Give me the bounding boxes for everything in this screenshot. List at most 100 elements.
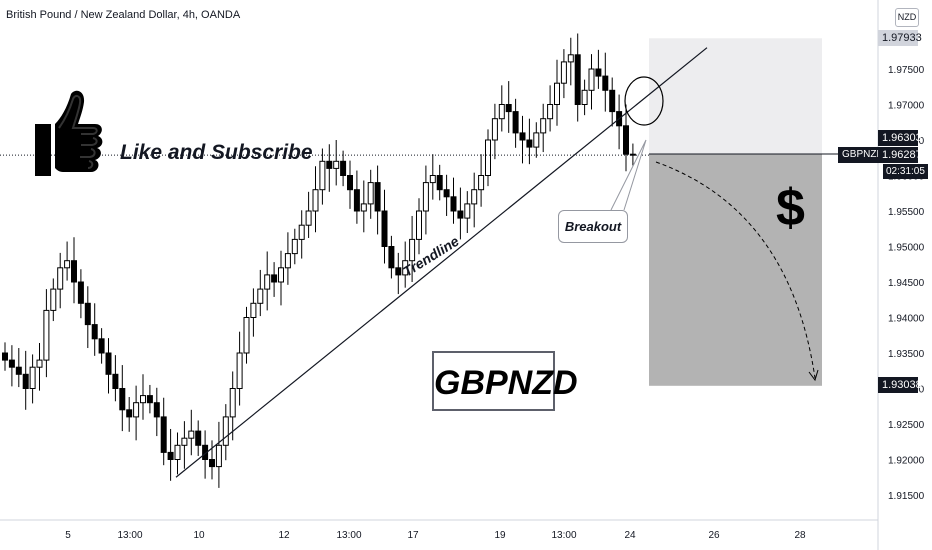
price-tick-label: 1.94500 — [888, 278, 925, 289]
candle-up — [291, 238, 298, 255]
price-tick-label: 1.92000 — [888, 456, 925, 467]
candle-down — [595, 68, 602, 77]
bar-countdown: 02:31:05 — [883, 164, 928, 179]
candle-down — [2, 352, 8, 361]
time-tick-label: 10 — [193, 530, 205, 541]
candle-down — [119, 388, 126, 411]
like-subscribe-text: Like and Subscribe — [120, 141, 313, 164]
candle-up — [250, 302, 257, 318]
candle-up — [243, 317, 250, 354]
candle-up — [485, 139, 491, 176]
target-zones — [649, 38, 822, 386]
candle-down — [146, 395, 153, 404]
candle-up — [540, 118, 547, 134]
time-tick-label: 17 — [407, 530, 419, 541]
candle-up — [222, 416, 229, 446]
candle-up — [64, 260, 71, 269]
candle-up — [181, 437, 188, 446]
candle-down — [388, 246, 395, 269]
candle-up — [278, 267, 284, 283]
candle-up — [567, 54, 574, 63]
candle-up — [491, 118, 498, 141]
thumbs-up-icon — [35, 90, 103, 176]
symbol-tag: GBPNZD — [838, 147, 888, 163]
candle-down — [395, 267, 402, 276]
target-top-price-tag: 1.97933 — [878, 30, 922, 46]
candle-down — [77, 281, 84, 304]
candle-up — [560, 61, 567, 84]
candle-up — [333, 160, 340, 169]
candle-up — [367, 182, 374, 205]
candle-down — [91, 324, 98, 340]
candle-down — [512, 111, 519, 134]
candle-down — [326, 160, 333, 169]
candle-up — [43, 309, 50, 361]
candle-down — [353, 189, 360, 212]
candle-up — [402, 260, 409, 276]
dollar-sign: $ — [776, 179, 805, 237]
candle-down — [167, 451, 174, 460]
time-tick-label: 5 — [65, 530, 71, 541]
candle-down — [340, 160, 347, 177]
candle-down — [22, 373, 29, 389]
candle-up — [471, 189, 478, 205]
candle-down — [505, 104, 512, 113]
price-tick-label: 1.93500 — [888, 349, 925, 360]
candle-down — [8, 359, 15, 368]
candle-down — [98, 338, 105, 354]
candle-up — [305, 210, 312, 226]
time-tick-label: 28 — [794, 530, 806, 541]
candle-down — [450, 196, 457, 212]
candle-down — [347, 175, 353, 191]
candle-down — [602, 75, 609, 91]
candle-up — [133, 402, 140, 418]
candle-down — [15, 366, 22, 375]
candle-up — [416, 210, 422, 240]
candle-up — [312, 189, 319, 212]
candle-down — [519, 132, 526, 141]
candle-down — [105, 352, 112, 375]
candle-down — [209, 459, 215, 468]
projection-arrow — [655, 161, 816, 379]
candle-up — [533, 132, 540, 148]
candle-down — [153, 402, 160, 418]
candle-up — [284, 253, 291, 269]
time-tick-label: 13:00 — [551, 530, 576, 541]
price-tick-label: 1.97500 — [888, 65, 925, 76]
candle-up — [498, 104, 505, 120]
candle-down — [629, 153, 636, 156]
candle-up — [215, 444, 222, 468]
candle-down — [457, 210, 464, 219]
candle-up — [547, 104, 554, 120]
candle-down — [195, 430, 202, 446]
breakout-callout[interactable]: Breakout — [558, 210, 628, 243]
time-tick-label: 24 — [624, 530, 636, 541]
price-tick-label: 1.91500 — [888, 491, 925, 502]
candle-down — [574, 54, 581, 105]
candle-up — [229, 388, 236, 418]
chart-title: British Pound / New Zealand Dollar, 4h, … — [6, 9, 241, 21]
candle-up — [464, 203, 471, 219]
candle-up — [360, 203, 367, 212]
candle-down — [443, 189, 450, 198]
currency-selector[interactable]: NZD — [895, 8, 919, 27]
price-tick-label: 1.95500 — [888, 207, 925, 218]
candle-up — [409, 238, 416, 262]
price-tick-label: 1.95000 — [888, 243, 925, 254]
candle-up — [478, 175, 485, 191]
breakout-circle — [624, 76, 664, 126]
candle-up — [140, 395, 146, 404]
target-zone-upper — [649, 38, 822, 154]
candle-down — [436, 175, 443, 191]
candle-up — [236, 352, 243, 389]
candle-up — [50, 288, 57, 311]
candle-up — [588, 68, 595, 91]
candle-down — [126, 409, 133, 418]
candle-down — [160, 416, 167, 453]
candle-down — [374, 182, 381, 212]
candle-down — [71, 260, 77, 283]
candle-up — [264, 274, 271, 290]
entry-price-tag: 1.96303 — [878, 130, 922, 146]
